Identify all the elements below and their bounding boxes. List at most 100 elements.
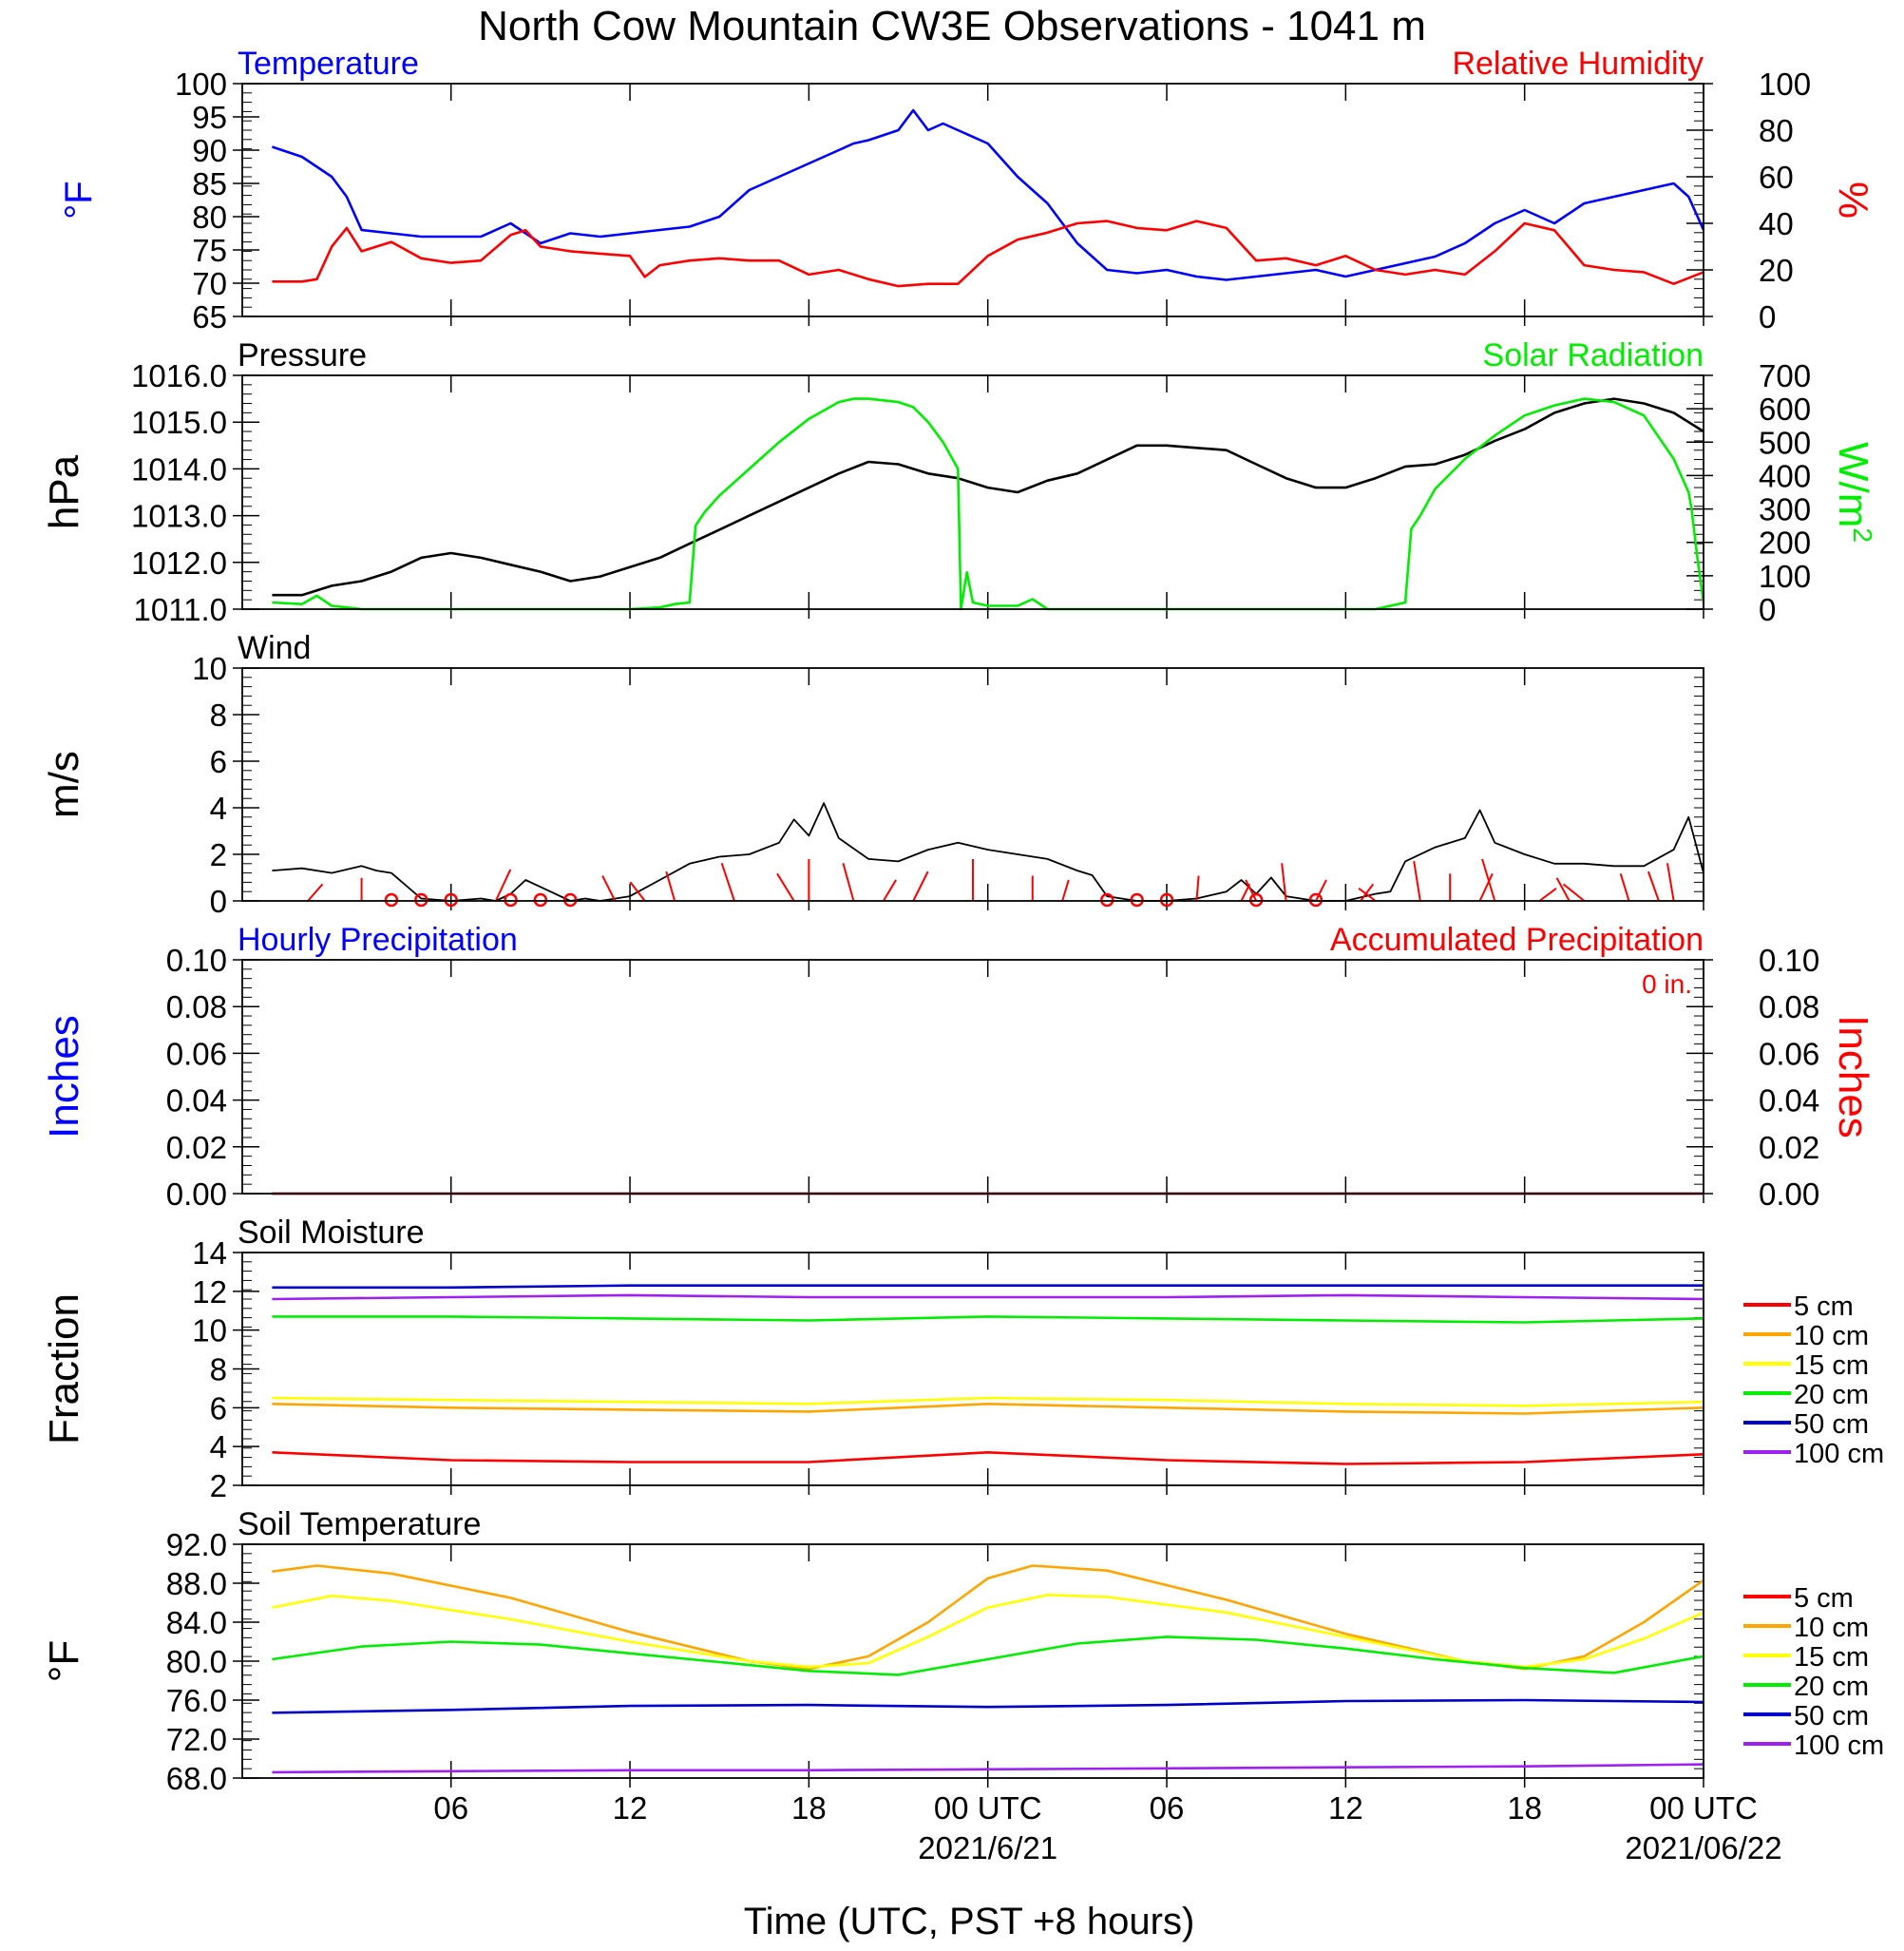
y-tick-label-right: 0.04 — [1759, 1083, 1819, 1119]
y-tick-label-left: 0.00 — [166, 1176, 227, 1212]
panel-temp_rh: Temperature Relative Humidity657075808590… — [58, 46, 1876, 335]
legend-label: 5 cm — [1794, 1583, 1854, 1614]
y-axis-label-left: Fraction — [41, 1293, 87, 1444]
wind-barb — [1281, 863, 1287, 902]
y-tick-label-left: 76.0 — [166, 1683, 227, 1718]
panel-title-right: Solar Radiation — [1483, 337, 1704, 373]
y-tick-label-left: 0.02 — [166, 1130, 227, 1165]
wind-barb — [1666, 863, 1675, 902]
y-tick-label-left: 10 — [192, 651, 227, 686]
y-tick-label-right: 500 — [1759, 425, 1811, 460]
x-tick-date-label: 2021/06/22 — [1625, 1830, 1781, 1865]
legend-label: 100 cm — [1794, 1439, 1884, 1469]
legend-label: 10 cm — [1794, 1613, 1869, 1643]
legend-label: 100 cm — [1794, 1731, 1884, 1761]
wind-barb — [1360, 883, 1375, 902]
calm-wind-circle — [414, 892, 428, 908]
wind-barb — [629, 881, 646, 902]
panel-frame — [241, 1543, 1704, 1779]
panel-title-left: Wind — [238, 630, 311, 666]
wind-barb — [601, 875, 617, 902]
panel-soil_temp: Soil Temperature 68.0 72.0 76.0 80.0 84.0 88.0… — [41, 1506, 1884, 1796]
x-tick-label: 12 — [1328, 1790, 1363, 1826]
legend-label: 15 cm — [1794, 1350, 1869, 1381]
wind-barb — [1061, 879, 1070, 902]
legend-label: 50 cm — [1794, 1409, 1869, 1440]
wind-barb — [494, 869, 512, 902]
y-tick-label-left: 0.10 — [166, 943, 227, 978]
wind-barb — [1538, 887, 1557, 902]
x-tick-label: 18 — [791, 1790, 827, 1826]
series-line-100cm — [272, 1763, 1704, 1774]
calm-wind-circle — [504, 892, 518, 908]
calm-wind-circle — [1159, 892, 1174, 908]
y-tick-label-left: 4 — [210, 1429, 227, 1464]
y-tick-label-right: 400 — [1759, 458, 1811, 493]
y-tick-label-left: 68.0 — [166, 1761, 227, 1796]
x-tick-label: 06 — [433, 1790, 468, 1826]
wind-barb — [882, 879, 897, 902]
y-tick-label-left: 2 — [210, 1468, 227, 1503]
panel-precip: Hourly Precipitation Accumulated Precipit… — [41, 922, 1876, 1212]
panel-title-left: Hourly Precipitation — [238, 922, 518, 958]
calm-wind-circle — [1248, 892, 1264, 908]
panel-frame — [241, 1252, 1704, 1486]
series-line-right — [272, 220, 1704, 288]
legend-label: 20 cm — [1794, 1380, 1869, 1410]
y-tick-label-left: 1016.0 — [131, 358, 227, 393]
wind-barb — [1195, 875, 1200, 902]
y-tick-label-right: 0.08 — [1759, 989, 1819, 1024]
wind-barb — [720, 862, 735, 902]
y-tick-label-left: 8 — [210, 698, 227, 733]
y-axis-label-left: m/s — [41, 751, 87, 818]
panel-title-left: Soil Temperature — [238, 1506, 481, 1542]
y-tick-label-left: 0 — [210, 884, 227, 919]
x-tick-label: 06 — [1150, 1790, 1185, 1826]
y-tick-label-right: 700 — [1759, 358, 1811, 393]
y-tick-label-right: 20 — [1759, 253, 1794, 288]
wind-barb — [1478, 872, 1494, 902]
y-tick-label-right: 60 — [1759, 160, 1794, 195]
y-tick-label-right: 0.02 — [1759, 1130, 1819, 1165]
x-tick-label: 00 UTC — [934, 1790, 1042, 1826]
wind-barb — [842, 863, 855, 902]
wind-barb — [1481, 858, 1496, 902]
series-line-20cm — [272, 1635, 1704, 1676]
y-axis-label-left: °F — [41, 1640, 87, 1682]
y-tick-label-left: 1013.0 — [131, 499, 227, 534]
wind-barb — [307, 883, 324, 902]
panel-title-left: Temperature — [238, 46, 419, 82]
series-line-50cm — [272, 1284, 1704, 1290]
y-tick-label-left: 4 — [210, 791, 227, 826]
y-tick-label-left: 0.06 — [166, 1036, 227, 1071]
panel-frame — [241, 83, 1704, 317]
y-tick-label-left: 92.0 — [166, 1527, 227, 1562]
series-line-left — [271, 108, 1705, 281]
y-tick-label-left: 88.0 — [166, 1566, 227, 1601]
wind-barb — [1315, 879, 1327, 902]
y-axis-label-left: Inches — [41, 1015, 87, 1138]
y-tick-label-right: 600 — [1759, 392, 1811, 427]
series-line-left — [272, 397, 1704, 597]
calm-wind-circle — [444, 892, 458, 908]
y-axis-label-left: °F — [58, 181, 100, 219]
calm-wind-circle — [1308, 892, 1323, 908]
panel-title-right: Relative Humidity — [1452, 46, 1704, 82]
y-tick-label-left: 1011.0 — [134, 592, 227, 627]
y-tick-label-left: 1015.0 — [131, 405, 227, 440]
y-tick-label-left: 0.04 — [166, 1083, 227, 1119]
calm-wind-circle — [384, 892, 399, 908]
wind-barb — [1647, 870, 1660, 902]
wind-barb — [776, 872, 795, 902]
x-tick-label: 00 UTC — [1649, 1790, 1758, 1826]
panel-title-right: Accumulated Precipitation — [1330, 922, 1704, 958]
panel-frame — [241, 959, 1704, 1195]
x-axis-label: Time (UTC, PST +8 hours) — [744, 1901, 1195, 1942]
y-tick-label-left: 2 — [210, 837, 227, 872]
panels: Temperature Relative Humidity657075808590… — [41, 46, 1884, 1865]
y-tick-label-left: 65 — [192, 299, 227, 335]
y-tick-label-left: 6 — [210, 1390, 227, 1425]
y-tick-label-left: 12 — [192, 1274, 227, 1310]
